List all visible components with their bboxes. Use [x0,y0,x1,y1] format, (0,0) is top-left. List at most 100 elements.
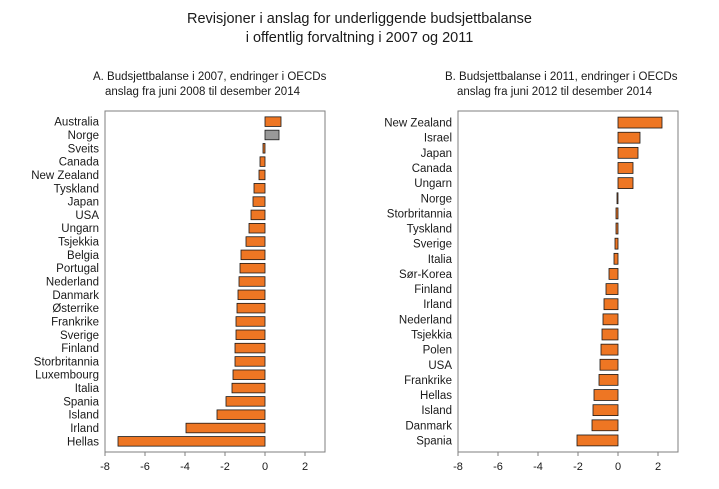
panel-b-title-line-2: anslag fra juni 2012 til desember 2014 [457,86,652,98]
category-label-b-israel: Israel [424,133,452,145]
bar-a-italia [231,382,266,394]
bar-b-polen [600,343,619,356]
category-label-a-portugal: Portugal [56,263,99,275]
bar-b-tyskland [615,222,619,235]
bar-b-danmark [591,419,619,432]
category-label-a-sverige: Sverige [60,330,99,342]
bar-b-storbritannia [615,207,619,220]
bar-b-finland [605,283,619,295]
category-label-a-østerrike: Østerrike [52,303,99,315]
category-label-b-danmark: Danmark [405,420,452,432]
category-label-a-sveits: Sveits [68,143,100,155]
bar-a-tyskland [253,183,266,194]
bar-a-nederland [238,276,266,287]
bar-b-italia [613,252,619,265]
bar-a-new-zealand [258,169,266,181]
bar-b-frankrike [598,374,619,386]
bar-a-sveits [262,143,266,154]
bar-a-hellas [117,436,266,447]
bar-a-belgia [240,249,266,261]
category-label-b-tyskland: Tyskland [407,224,452,236]
bar-a-finland [234,342,266,354]
category-label-a-storbritannia: Storbritannia [34,356,100,368]
bar-a-japan [252,196,266,207]
main-title-line-1: Revisjoner i anslag for underliggende bu… [186,11,532,27]
category-label-b-japan: Japan [421,148,452,160]
category-label-a-frankrike: Frankrike [51,316,99,328]
category-label-b-frankrike: Frankrike [404,375,452,387]
category-label-a-australia: Australia [54,117,99,129]
bar-a-frankrike [235,316,266,327]
bar-b-usa [599,358,619,371]
bar-a-sverige [235,329,266,340]
panel-b-title: B. Budsjettbalanse i 2011, endringer i O… [445,70,677,100]
panel-a-plot-frame [104,110,326,453]
bar-b-island [592,404,619,417]
category-label-a-norge: Norge [68,130,99,142]
category-label-b-ungarn: Ungarn [414,178,452,190]
category-label-b-spania: Spania [416,435,452,447]
category-label-b-tsjekkia: Tsjekkia [411,329,453,341]
bar-a-storbritannia [234,356,266,367]
bar-b-nederland [602,313,619,326]
category-label-b-hellas: Hellas [420,390,452,402]
bar-b-irland [603,298,619,311]
chart-main-title: Revisjoner i anslag for underliggende bu… [0,10,719,48]
category-label-a-tyskland: Tyskland [54,183,99,195]
category-label-a-spania: Spania [63,396,99,408]
x-tick-label-b-0: 0 [615,461,621,473]
bar-b-tsjekkia [601,328,619,341]
panel-b-chart: New Zealand Israel Japan Canada Ungarn Norge S… [384,110,679,473]
bar-a-usa [250,209,266,221]
category-label-b-italia: Italia [428,254,453,266]
category-label-a-new-zealand: New Zealand [31,170,99,182]
bar-b-norge [616,192,619,205]
bar-b-sverige [614,237,619,250]
category-label-a-usa: USA [75,210,99,222]
category-label-a-luxembourg: Luxembourg [35,370,99,382]
bar-b-new-zealand [617,116,663,129]
x-tick-label-b-2: 2 [655,461,661,473]
category-label-a-tsjekkia: Tsjekkia [58,237,100,249]
bar-a-irland [185,422,266,434]
category-label-a-island: Island [68,410,99,422]
bar-a-spania [225,396,266,407]
category-label-b-irland: Irland [423,299,452,311]
category-label-b-finland: Finland [414,284,452,296]
category-label-a-italia: Italia [75,383,100,395]
category-label-b-norge: Norge [421,193,452,205]
bar-a-portugal [239,262,266,274]
category-label-b-island: Island [421,405,452,417]
category-label-b-sverige: Sverige [413,239,452,251]
panel-a-title-line-2: anslag fra juni 2008 til desember 2014 [105,86,300,98]
x-tick-label-b--8: -8 [453,461,463,473]
bar-a-danmark [237,289,266,301]
category-label-a-ungarn: Ungarn [61,223,99,235]
main-title-line-2: i offentlig forvaltning i 2007 og 2011 [245,30,474,46]
category-label-a-irland: Irland [70,423,99,435]
bar-b-spania [576,434,619,447]
x-tick-label-a--4: -4 [180,461,190,473]
category-label-a-belgia: Belgia [67,250,100,262]
x-tick-label-a--8: -8 [100,461,110,473]
bar-b-sør-korea [608,268,619,280]
x-tick-label-a-0: 0 [262,461,268,473]
bar-b-canada [617,162,634,174]
category-label-b-canada: Canada [412,163,453,175]
category-label-a-hellas: Hellas [67,436,99,448]
category-label-b-nederland: Nederland [399,314,452,326]
bar-a-ungarn [248,223,266,234]
x-tick-label-a--6: -6 [140,461,150,473]
panel-b-plot-frame [457,110,679,453]
category-label-b-usa: USA [428,360,452,372]
panel-a-title: A. Budsjettbalanse i 2007, endringer i O… [93,70,326,100]
bar-b-japan [617,146,639,159]
category-label-b-storbritannia: Storbritannia [387,208,453,220]
x-tick-label-a--2: -2 [220,461,230,473]
x-tick-label-a-2: 2 [302,461,308,473]
category-label-a-danmark: Danmark [52,290,99,302]
x-tick-label-b--6: -6 [493,461,503,473]
bar-a-østerrike [236,302,266,314]
